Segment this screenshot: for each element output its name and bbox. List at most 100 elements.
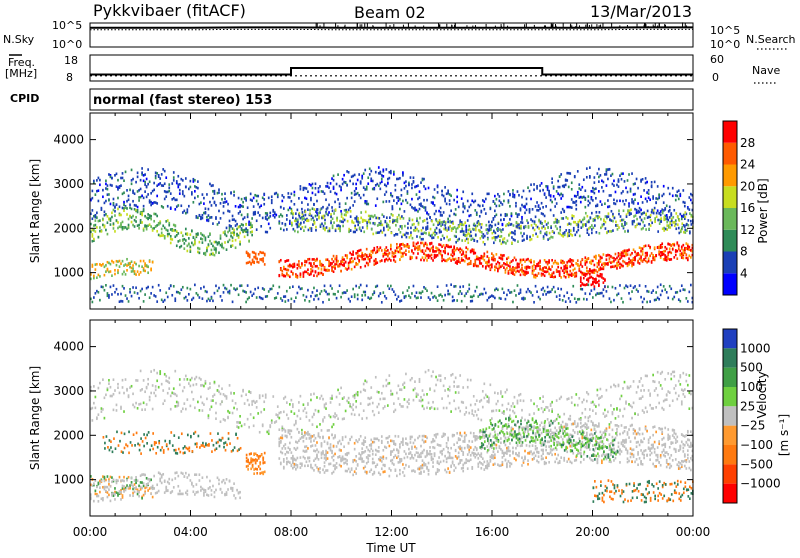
heatmap-cell xyxy=(318,215,320,218)
heatmap-cell xyxy=(488,229,490,232)
heatmap-cell xyxy=(640,209,642,212)
heatmap-cell xyxy=(348,298,350,301)
heatmap-cell xyxy=(379,260,381,263)
heatmap-cell xyxy=(370,396,372,399)
heatmap-cell xyxy=(318,187,320,190)
heatmap-cell xyxy=(643,411,645,414)
heatmap-cell xyxy=(212,184,214,187)
heatmap-cell xyxy=(180,204,182,207)
heatmap-cell xyxy=(598,180,600,183)
heatmap-cell xyxy=(221,243,223,246)
heatmap-cell xyxy=(622,265,624,268)
heatmap-cell xyxy=(546,231,548,234)
heatmap-cell xyxy=(553,195,555,198)
heatmap-cell xyxy=(126,228,128,231)
heatmap-cell xyxy=(493,241,495,244)
heatmap-cell xyxy=(125,171,127,174)
heatmap-cell xyxy=(461,401,463,404)
heatmap-cell xyxy=(453,245,455,248)
heatmap-cell xyxy=(598,190,600,193)
heatmap-cell xyxy=(520,259,522,262)
heatmap-cell xyxy=(327,269,329,272)
heatmap-cell xyxy=(324,219,326,222)
heatmap-cell xyxy=(353,231,355,234)
heatmap-cell xyxy=(627,250,629,253)
heatmap-cell xyxy=(319,260,321,263)
heatmap-cell xyxy=(479,205,481,208)
heatmap-cell xyxy=(93,296,95,299)
heatmap-cell xyxy=(315,265,317,268)
heatmap-cell xyxy=(562,299,564,302)
heatmap-cell xyxy=(153,392,155,395)
heatmap-cell xyxy=(410,176,412,179)
heatmap-cell xyxy=(155,388,157,391)
heatmap-cell xyxy=(108,382,110,385)
heatmap-cell xyxy=(244,423,246,426)
heatmap-cell xyxy=(690,284,692,287)
heatmap-cell xyxy=(92,217,94,220)
heatmap-cell xyxy=(657,297,659,300)
heatmap-cell xyxy=(378,295,380,298)
heatmap-cell xyxy=(364,200,366,203)
heatmap-cell xyxy=(571,259,573,262)
heatmap-cell xyxy=(645,177,647,180)
heatmap-cell xyxy=(538,205,540,208)
heatmap-cell xyxy=(320,208,322,211)
heatmap-cell xyxy=(92,264,94,267)
heatmap-cell xyxy=(114,210,116,213)
heatmap-cell xyxy=(96,417,98,420)
heatmap-cell xyxy=(485,224,487,227)
heatmap-cell xyxy=(297,263,299,266)
heatmap-cell xyxy=(613,257,615,260)
heatmap-cell xyxy=(616,257,618,260)
heatmap-cell xyxy=(425,249,427,252)
heatmap-cell xyxy=(144,408,146,411)
heatmap-cell xyxy=(524,419,526,422)
heatmap-cell xyxy=(598,260,600,263)
heatmap-cell xyxy=(485,261,487,264)
heatmap-cell xyxy=(638,223,640,226)
heatmap-cell xyxy=(301,208,303,211)
heatmap-cell xyxy=(227,231,229,234)
heatmap-cell xyxy=(547,268,549,271)
heatmap-cell xyxy=(547,263,549,266)
heatmap-cell xyxy=(354,227,356,230)
heatmap-cell xyxy=(269,212,271,215)
heatmap-cell xyxy=(364,389,366,392)
heatmap-cell xyxy=(458,238,460,241)
heatmap-cell xyxy=(170,395,172,398)
heatmap-cell xyxy=(185,408,187,411)
heatmap-cell xyxy=(389,220,391,223)
heatmap-cell xyxy=(357,224,359,227)
heatmap-cell xyxy=(348,401,350,404)
heatmap-cell xyxy=(553,286,555,289)
heatmap-cell xyxy=(639,223,641,226)
heatmap-cell xyxy=(551,275,553,278)
heatmap-cell xyxy=(262,257,264,260)
heatmap-cell xyxy=(554,261,556,264)
heatmap-cell xyxy=(249,253,251,256)
heatmap-cell xyxy=(215,402,217,405)
heatmap-cell xyxy=(443,407,445,410)
heatmap-cell xyxy=(357,257,359,260)
heatmap-cell xyxy=(294,203,296,206)
heatmap-cell xyxy=(230,245,232,248)
heatmap-cell xyxy=(229,239,231,242)
heatmap-cell xyxy=(688,246,690,249)
heatmap-cell xyxy=(597,274,599,277)
heatmap-cell xyxy=(354,296,356,299)
heatmap-cell xyxy=(555,221,557,224)
heatmap-cell xyxy=(571,274,573,277)
heatmap-cell xyxy=(580,226,582,229)
heatmap-cell xyxy=(333,293,335,296)
heatmap-cell xyxy=(162,168,164,171)
heatmap-cell xyxy=(616,200,618,203)
heatmap-cell xyxy=(633,183,635,186)
heatmap-cell xyxy=(434,250,436,253)
heatmap-cell xyxy=(479,260,481,263)
heatmap-cell xyxy=(667,254,669,257)
heatmap-cell xyxy=(514,412,516,415)
heatmap-cell xyxy=(253,205,255,208)
heatmap-cell xyxy=(604,285,606,288)
heatmap-cell xyxy=(447,192,449,195)
